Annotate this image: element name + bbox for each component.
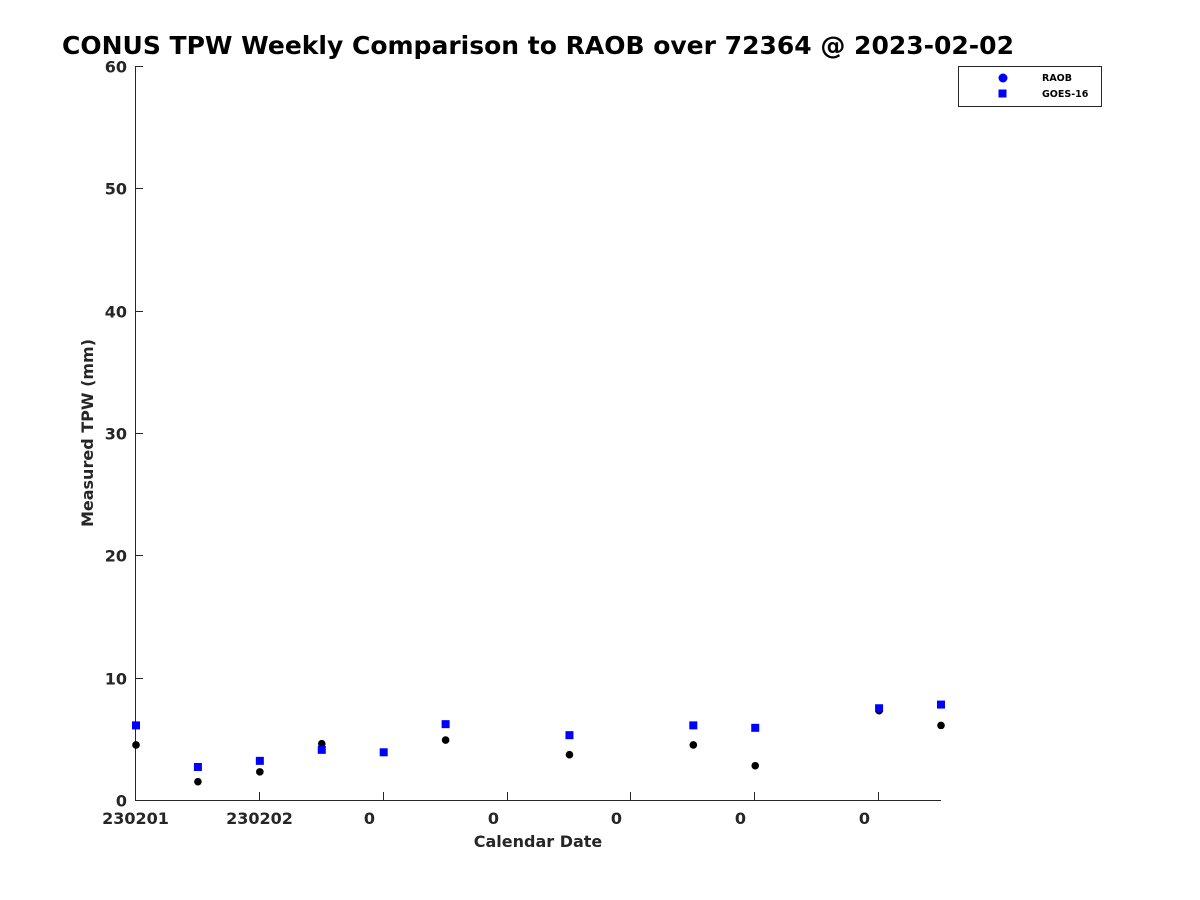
x-ticks: 230201 230202 0 0 0 0 0 (102, 792, 879, 828)
data-point-goes-16 (565, 731, 574, 740)
legend-box (958, 66, 1102, 107)
data-point-goes-16 (937, 700, 945, 709)
y-tick-label: 60 (105, 58, 127, 77)
x-tick-label: 0 (488, 809, 499, 828)
data-point-raob (565, 750, 574, 759)
data-point-goes-16 (875, 704, 884, 713)
data-point-raob (256, 768, 264, 776)
x-tick-label: 0 (859, 809, 870, 828)
legend-label-raob: RAOB (1042, 73, 1072, 84)
x-tick-label: 0 (611, 809, 622, 828)
legend-marker-raob (998, 73, 1008, 83)
data-point-raob (441, 736, 450, 744)
x-tick-label: 230202 (226, 809, 293, 828)
data-point-goes-16 (441, 720, 450, 729)
y-tick-label: 0 (116, 792, 127, 811)
y-ticks: 0 10 20 30 40 50 60 (105, 58, 143, 811)
chart-title: CONUS TPW Weekly Comparison to RAOB over… (62, 31, 1014, 60)
data-point-goes-16 (255, 756, 264, 765)
data-point-raob (132, 741, 140, 749)
y-tick-label: 30 (105, 425, 127, 444)
y-tick-label: 10 (105, 670, 127, 689)
x-tick-label: 0 (735, 809, 746, 828)
data-point-goes-16 (193, 762, 202, 771)
axes (135, 66, 941, 801)
y-tick-label: 50 (105, 180, 127, 199)
data-point-raob (751, 761, 760, 770)
data-point-goes-16 (132, 721, 140, 730)
data-point-raob (194, 777, 202, 786)
legend-marker-goes (998, 89, 1007, 98)
data-point-raob (689, 741, 698, 749)
legend: RAOB GOES-16 (958, 66, 1102, 107)
data-points (132, 700, 945, 786)
x-tick-label: 0 (364, 809, 375, 828)
x-axis-label: Calendar Date (474, 832, 603, 851)
data-point-raob (937, 721, 945, 730)
y-tick-label: 40 (105, 303, 127, 322)
x-tick-label: 230201 (102, 809, 169, 828)
y-axis-label: Measured TPW (mm) (78, 339, 97, 527)
data-point-goes-16 (317, 745, 326, 754)
data-point-goes-16 (689, 721, 698, 730)
data-point-goes-16 (751, 723, 760, 732)
data-point-raob (317, 739, 326, 748)
y-tick-label: 20 (105, 547, 127, 566)
legend-label-goes: GOES-16 (1042, 89, 1089, 100)
data-point-goes-16 (379, 748, 388, 757)
